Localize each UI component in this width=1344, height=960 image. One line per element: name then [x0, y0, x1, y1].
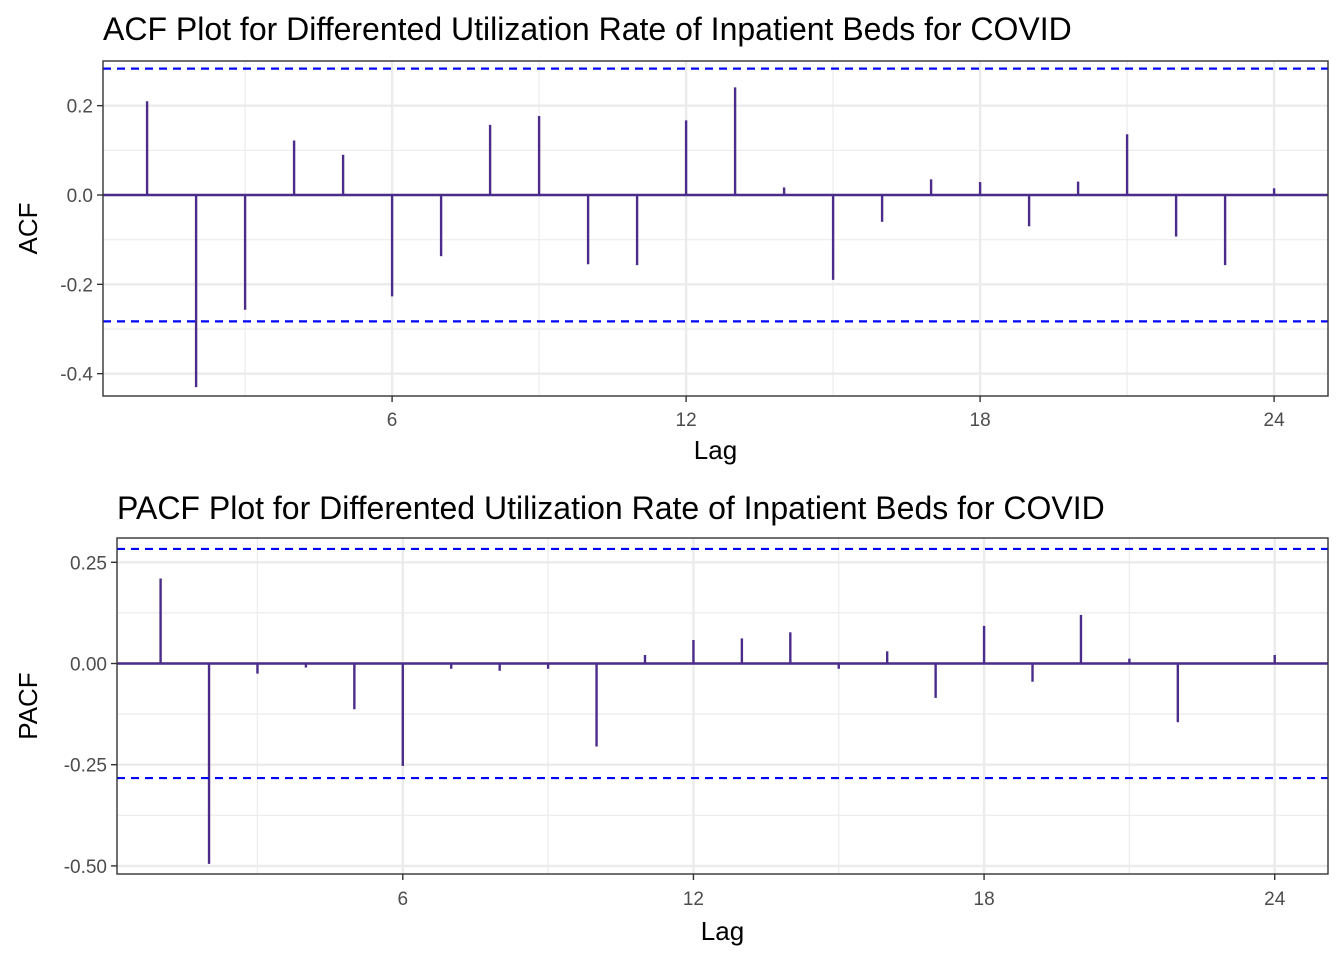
acf-plot-background [103, 61, 1328, 396]
acf-panel: ACF Plot for Differented Utilization Rat… [13, 11, 1329, 465]
acf-y-tick-label: 0.0 [67, 186, 93, 207]
acf-x-tick-label: 18 [970, 410, 991, 431]
acf-x-tick-label: 12 [676, 410, 697, 431]
pacf-x-axis-label: Lag [701, 916, 744, 946]
pacf-y-tick-label: 0.25 [70, 553, 107, 574]
acf-y-tick-label: -0.2 [60, 275, 93, 296]
acf-y-tick-label: -0.4 [60, 365, 93, 386]
pacf-title: PACF Plot for Differented Utilization Ra… [117, 490, 1105, 526]
acf-x-axis-label: Lag [694, 435, 737, 465]
acf-y-tick-label: 0.2 [67, 97, 93, 118]
acf-x-tick-label: 24 [1264, 410, 1286, 431]
pacf-plot-background [117, 538, 1328, 874]
pacf-panel-border [116, 537, 1329, 875]
acf-panel-border [102, 60, 1329, 397]
pacf-y-tick-label: -0.25 [64, 756, 107, 777]
pacf-x-tick-label: 24 [1264, 889, 1286, 910]
acf-title: ACF Plot for Differented Utilization Rat… [103, 11, 1072, 47]
pacf-y-tick-label: 0.00 [70, 654, 107, 675]
pacf-x-tick-label: 6 [398, 889, 409, 910]
pacf-x-tick-label: 12 [683, 889, 704, 910]
acf-x-tick-label: 6 [387, 410, 398, 431]
pacf-x-tick-label: 18 [974, 889, 995, 910]
pacf-panel: PACF Plot for Differented Utilization Ra… [13, 490, 1329, 946]
acf-bars [145, 87, 1276, 388]
pacf-y-tick-label: -0.50 [64, 857, 107, 878]
pacf-bars [159, 578, 1276, 864]
pacf-y-axis-label: PACF [13, 672, 43, 739]
acf-y-axis-label: ACF [13, 203, 43, 255]
